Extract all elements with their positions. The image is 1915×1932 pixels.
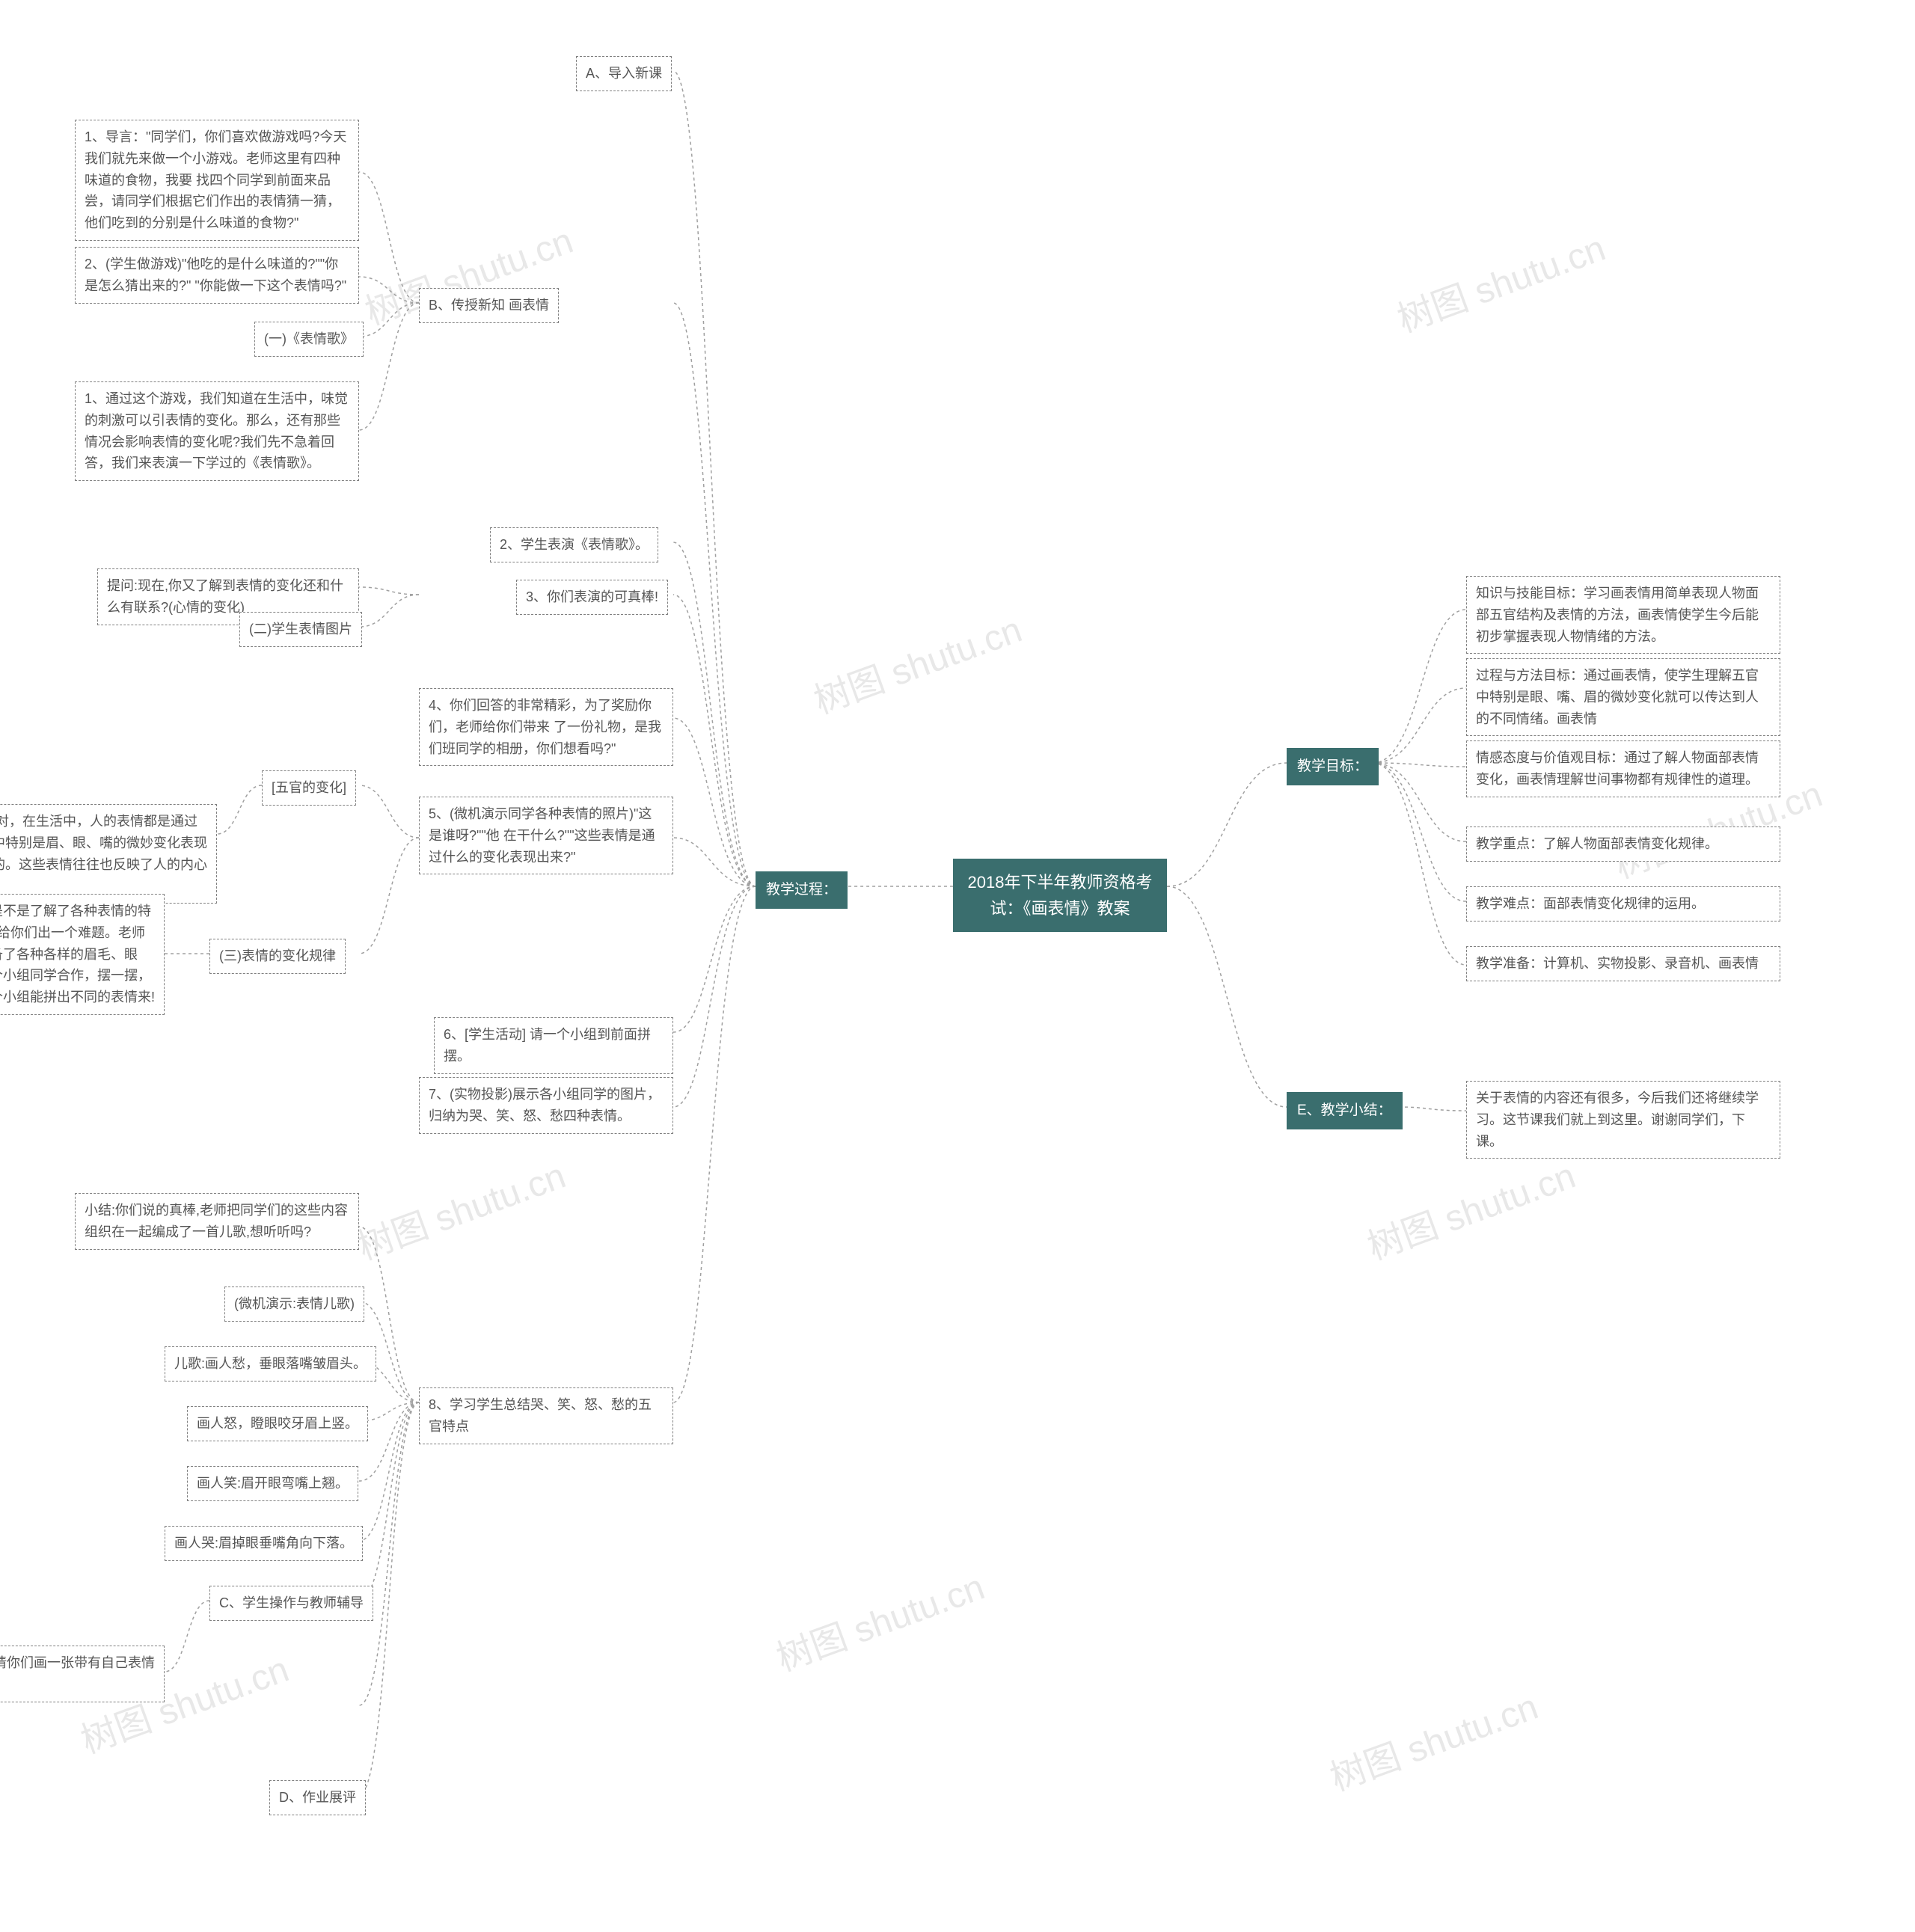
process-s7: 5、(微机演示同学各种表情的照片)"这是谁呀?""他 在干什么?""这些表情是通… <box>419 797 673 874</box>
goal-prep: 教学准备：计算机、实物投影、录音机、画表情 <box>1466 946 1780 981</box>
process-s1-1: (一)《表情歌》 <box>254 322 364 357</box>
process-facial-sum: 小结:对，在生活中，人的表情都是通过五官中特别是眉、眼、嘴的微妙变化表现出来的。… <box>0 804 217 904</box>
process-s9: 7、(实物投影)展示各小组同学的图片，归纳为哭、笑、怒、愁四种表情。 <box>419 1077 673 1134</box>
watermark: 树图 shutu.cn <box>1322 1677 1544 1800</box>
watermark: 树图 shutu.cn <box>1389 218 1611 342</box>
process-song-sum: 小结:你们说的真棒,老师把同学们的这些内容组织在一起编成了一首儿歌,想听听吗? <box>75 1193 359 1250</box>
goal-emotion: 情感态度与价值观目标：通过了解人物面部表情变化，画表情理解世间事物都有规律性的道… <box>1466 740 1780 797</box>
process-D: D、作业展评 <box>269 1780 366 1815</box>
process-s3: 1、通过这个游戏，我们知道在生活中，味觉的刺激可以引表情的变化。那么，还有那些情… <box>75 381 359 481</box>
process-B: B、传授新知 画表情 <box>419 288 559 323</box>
goal-keypoint: 教学重点：了解人物面部表情变化规律。 <box>1466 827 1780 862</box>
process-song3: 画人笑:眉开眼弯嘴上翘。 <box>187 1466 358 1501</box>
process-song4: 画人哭:眉掉眼垂嘴角向下落。 <box>165 1526 363 1561</box>
watermark: 树图 shutu.cn <box>349 1146 572 1269</box>
process-song-demo: (微机演示:表情儿歌) <box>224 1287 364 1322</box>
root-node: 2018年下半年教师资格考试：《画表情》教案 <box>953 859 1167 932</box>
goal-knowledge: 知识与技能目标：学习画表情用简单表现人物面部五官结构及表情的方法，画表情使学生今… <box>1466 576 1780 654</box>
process-s1-3: (三)表情的变化规律 <box>209 939 346 974</box>
process-facial: [五官的变化] <box>262 770 356 806</box>
process-s1: 1、导言："同学们，你们喜欢做游戏吗?今天我们就先来做一个小游戏。老师这里有四种… <box>75 120 359 241</box>
goal-difficulty: 教学难点：面部表情变化规律的运用。 <box>1466 886 1780 921</box>
process-s1-3-text: 同学们，你们是不是了解了各种表情的特点呢?现在我要给你们出一个难题。老师给每个小… <box>0 894 165 1015</box>
process-song2: 画人怒，瞪眼咬牙眉上竖。 <box>187 1406 368 1441</box>
goal-process: 过程与方法目标：通过画表情，使学生理解五官中特别是眼、嘴、眉的微妙变化就可以传达… <box>1466 658 1780 736</box>
process-s1-2: (二)学生表情图片 <box>239 612 362 647</box>
process-s6: 4、你们回答的非常精彩，为了奖励你们，老师给你们带来 了一份礼物，是我们班同学的… <box>419 688 673 766</box>
summary-text: 关于表情的内容还有很多，今后我们还将继续学习。这节课我们就上到这里。谢谢同学们，… <box>1466 1081 1780 1159</box>
branch-summary: E、教学小结： <box>1287 1092 1403 1129</box>
branch-goals: 教学目标： <box>1287 748 1379 785</box>
watermark: 树图 shutu.cn <box>768 1557 990 1681</box>
process-s4: 2、学生表演《表情歌》。 <box>490 527 658 562</box>
process-s10: 8、学习学生总结哭、笑、怒、愁的五官特点 <box>419 1387 673 1444</box>
process-A: A、导入新课 <box>576 56 672 91</box>
process-s8: 6、[学生活动] 请一个小组到前面拼摆。 <box>434 1017 673 1074</box>
process-s5: 3、你们表演的可真棒! <box>516 580 668 615</box>
watermark: 树图 shutu.cn <box>806 600 1028 723</box>
process-s2: 2、(学生做游戏)"他吃的是什么味道的?""你是怎么猜出来的?" "你能做一下这… <box>75 247 359 304</box>
process-C-text: 根据这首儿歌,请你们画一张带有自己表情特点的自画像。 <box>0 1646 165 1702</box>
watermark: 树图 shutu.cn <box>1359 1146 1581 1269</box>
process-C: C、学生操作与教师辅导 <box>209 1586 373 1621</box>
branch-process: 教学过程： <box>756 871 848 909</box>
process-song1: 儿歌:画人愁，垂眼落嘴皱眉头。 <box>165 1346 376 1381</box>
